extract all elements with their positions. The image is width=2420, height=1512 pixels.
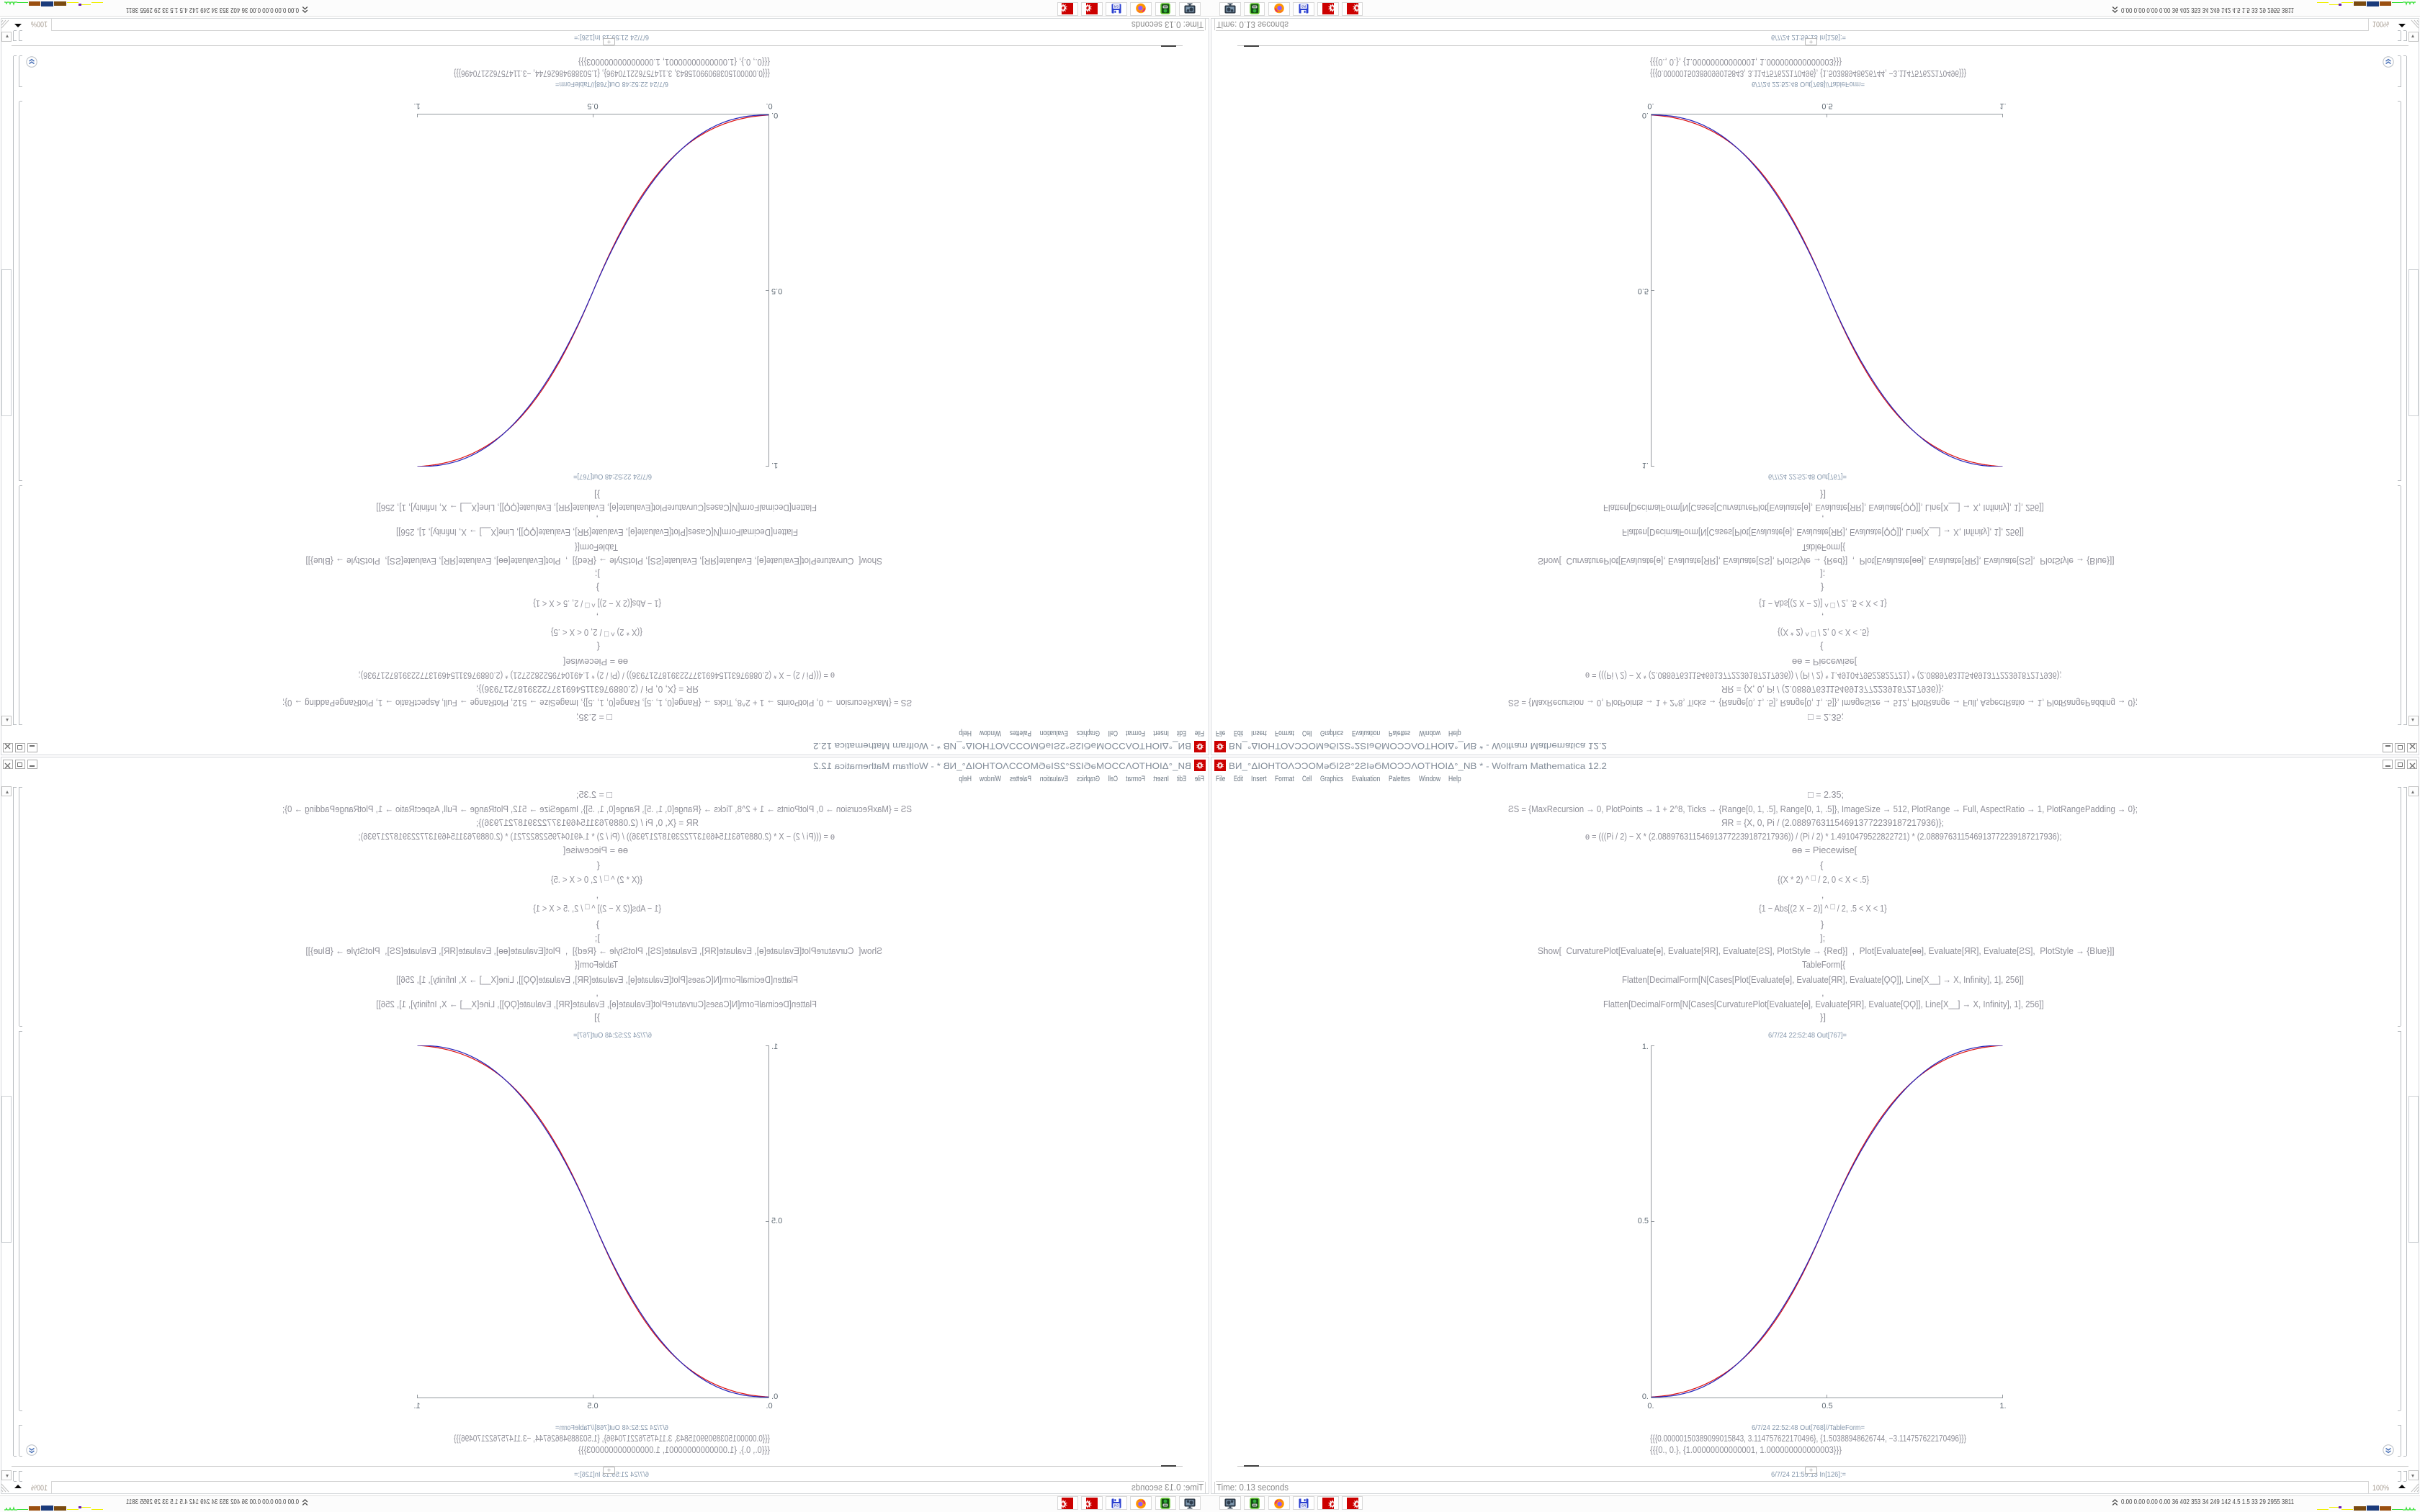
svg-text:64: 64 — [1114, 1504, 1119, 1508]
svg-text:64: 64 — [1301, 4, 1306, 8]
svg-text:64: 64 — [1114, 4, 1119, 8]
svg-text:64: 64 — [1301, 1504, 1306, 1508]
